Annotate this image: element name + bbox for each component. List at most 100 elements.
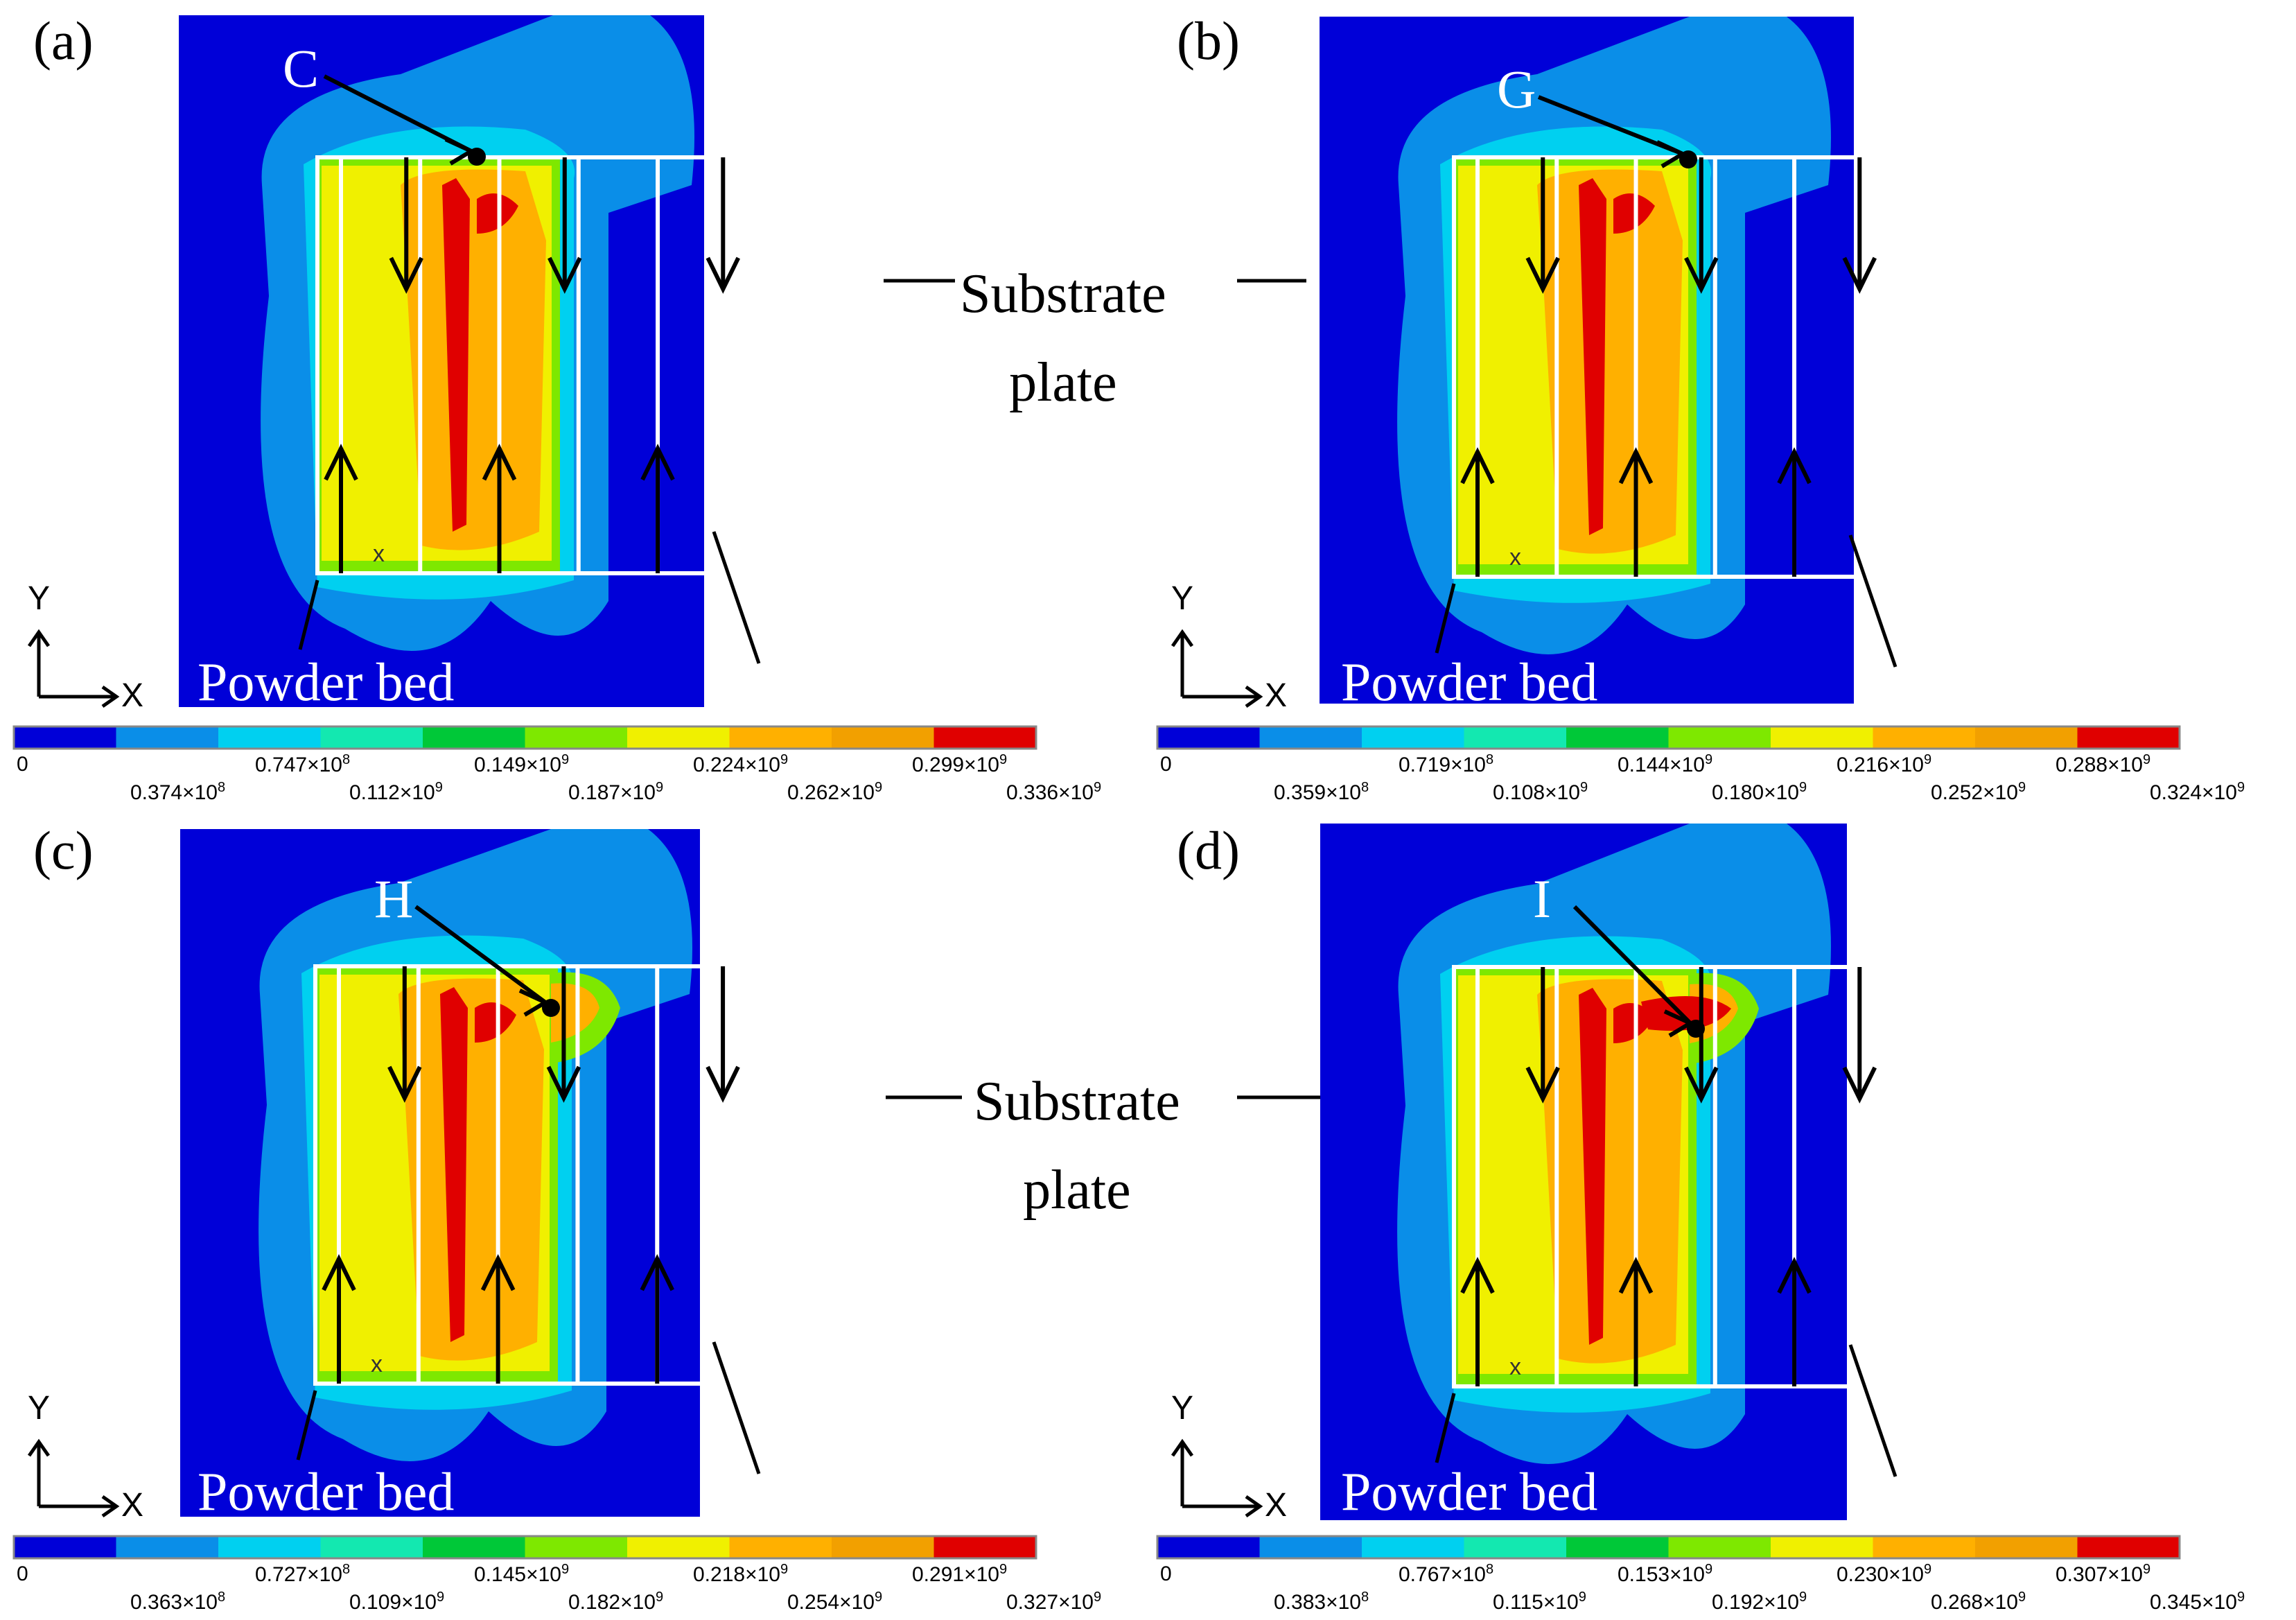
colorbar-segment (1975, 1536, 2078, 1558)
colorbar-tick-top: 0.153×109 (1618, 1562, 1713, 1586)
arrow-down-head (1525, 256, 1560, 294)
colorbar-segment (1771, 726, 1873, 749)
colorbar-segment (832, 726, 934, 749)
arrow-down-head (389, 256, 423, 294)
colorbar-segment (320, 726, 423, 749)
panel-letter: (b) (1177, 10, 1240, 71)
arrow-down-head (706, 1065, 740, 1103)
colorbar-tick-bottom: 0.187×109 (568, 780, 664, 804)
colorbar-segment (1873, 726, 1976, 749)
colorbar-tick-top: 0.216×109 (1837, 752, 1932, 776)
stress-core-orange (398, 978, 544, 1361)
colorbar-tick-bottom: 0.363×108 (130, 1589, 226, 1614)
arrow-down-head (706, 256, 740, 294)
colorbar-segment (525, 726, 628, 749)
arrow-up-head (1777, 1257, 1812, 1294)
stress-point-marker (468, 148, 486, 166)
colorbar-tick-zero: 0 (17, 1562, 28, 1585)
arrow-up-head (640, 444, 675, 481)
colorbar-tick-top: 0.224×109 (693, 752, 789, 776)
colorbar-segment (1157, 1536, 1260, 1558)
colorbar-tick-top: 0.145×109 (474, 1562, 570, 1586)
point-label: H (374, 869, 414, 929)
panel-letter: (d) (1177, 820, 1240, 880)
powder-bed-leader (1435, 583, 1456, 654)
colorbar-segment (2077, 1536, 2180, 1558)
colorbar-segment (1157, 726, 1260, 749)
cross-marker: x (373, 541, 385, 567)
colorbar-tick-top: 0.719×108 (1399, 752, 1494, 776)
colorbar-tick-bottom: 0.254×109 (787, 1589, 883, 1614)
x-axis-head (1245, 685, 1263, 708)
arrow-up-head (1777, 447, 1812, 485)
colorbar-tick-bottom: 0.327×109 (1006, 1589, 1102, 1614)
cross-marker: x (1509, 544, 1521, 571)
colorbar-segment (832, 1536, 934, 1558)
colorbar-segment (320, 1536, 423, 1558)
colorbar-segment (218, 1536, 321, 1558)
colorbar-segment (934, 726, 1037, 749)
arrow-up-head (640, 1254, 674, 1291)
colorbar-segment (1362, 726, 1464, 749)
colorbar-tick-top: 0.149×109 (474, 752, 570, 776)
colorbar-segment (1566, 1536, 1669, 1558)
colorbar-tick-top: 0.288×109 (2056, 752, 2151, 776)
powder-bed-label: Powder bed (1341, 1461, 1598, 1522)
colorbar-tick-top: 0.767×108 (1399, 1562, 1494, 1586)
y-axis-head (1171, 1438, 1194, 1457)
colorbar-segment (423, 726, 525, 749)
scan-line-label: Scan line (714, 1461, 914, 1522)
y-axis-label: Y (1171, 580, 1194, 617)
y-axis-label: Y (28, 1390, 51, 1427)
colorbar-frame (12, 1535, 1037, 1560)
arrow-up-head (324, 444, 358, 481)
colorbar-tick-top: 0.299×109 (912, 752, 1008, 776)
powder-bed-outline (1452, 965, 1884, 1388)
arrow-down-head (1684, 1066, 1719, 1104)
arrow-up-head (322, 1254, 356, 1291)
colorbar-segment (1668, 726, 1771, 749)
colorbar-tick-bottom: 0.112×109 (349, 780, 443, 804)
powder-bed-outline (1452, 155, 1884, 579)
scan-line-label: Scan line (714, 652, 914, 712)
colorbar-segment (1668, 1536, 1771, 1558)
arrow-down-head (1684, 256, 1719, 294)
panel-letter: (a) (33, 10, 94, 71)
colorbar-segment (1259, 726, 1362, 749)
colorbar-frame (1156, 725, 2181, 750)
contour-plot (12, 829, 1037, 1560)
stress-extension-red (1641, 996, 1731, 1031)
colorbar-tick-top: 0.144×109 (1618, 752, 1713, 776)
stress-peak-red (440, 987, 468, 1342)
y-axis-label: Y (28, 580, 51, 617)
colorbar-segment (116, 726, 219, 749)
colorbar-tick-top: 0.727×108 (255, 1562, 351, 1586)
contour-plot (1156, 17, 2181, 750)
arrow-up-head (1460, 1257, 1495, 1294)
arrow-up-head (482, 444, 517, 481)
colorbar-tick-bottom: 0.383×108 (1274, 1589, 1369, 1614)
colorbar-tick-top: 0.230×109 (1837, 1562, 1932, 1586)
colorbar-segment (1771, 1536, 1873, 1558)
y-axis-head (27, 629, 51, 647)
cross-marker: x (371, 1351, 383, 1377)
arrow-down-head (1842, 1066, 1877, 1104)
colorbar-segment (1464, 726, 1567, 749)
point-label: G (1497, 59, 1536, 119)
stress-point-marker (1679, 150, 1697, 168)
scan-line-label: Scan line (1857, 652, 2058, 712)
stress-point-marker (1687, 1020, 1705, 1038)
arrow-up-head (1618, 1257, 1654, 1294)
x-axis-head (101, 685, 120, 708)
colorbar-tick-bottom: 0.359×108 (1274, 780, 1369, 804)
colorbar-segment (2077, 726, 2180, 749)
colorbar-segment (729, 1536, 832, 1558)
substrate-plate-label-bottom: Substrate plate (974, 1071, 1180, 1221)
colorbar-segment (1975, 726, 2078, 749)
colorbar-segment (116, 1536, 219, 1558)
colorbar-frame (12, 725, 1037, 750)
